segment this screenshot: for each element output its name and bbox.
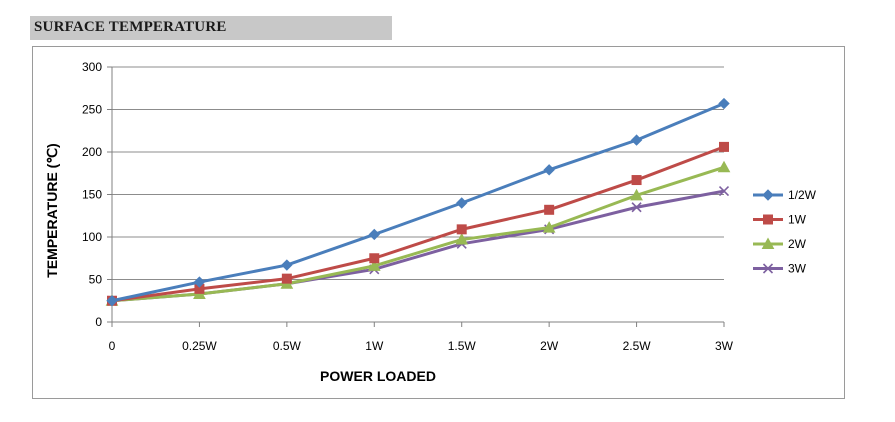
legend-label: 1/2W: [788, 188, 817, 202]
legend-item: 3W: [753, 262, 807, 276]
series-group: [105, 97, 731, 307]
data-point: [544, 204, 555, 215]
x-tick-label: 0.25W: [182, 339, 217, 353]
data-point: [631, 175, 642, 186]
x-tick-label: 2W: [540, 339, 559, 353]
x-tick-label: 0.5W: [273, 339, 302, 353]
data-point: [281, 273, 292, 284]
marker-stroke: [762, 263, 774, 274]
legend-label: 1W: [788, 213, 807, 227]
y-tick-label: 50: [89, 273, 103, 287]
y-tick-label: 200: [82, 145, 102, 159]
data-point: [542, 221, 556, 233]
data-point: [543, 164, 555, 176]
y-tick-label: 150: [82, 188, 102, 202]
series-line: [111, 145, 725, 303]
data-point: [456, 197, 468, 209]
x-tick-label: 1W: [365, 339, 384, 353]
axes: [107, 66, 725, 327]
series-1w: [107, 141, 729, 306]
x-tick-labels: 0 0.25W 0.5W 1W 1.5W 2W 2.5W 3W: [109, 339, 734, 353]
data-point: [367, 259, 381, 271]
data-point: [193, 276, 206, 288]
legend-label: 3W: [788, 262, 807, 276]
x-tick-label: 0: [109, 339, 116, 353]
x-tick-label: 2.5W: [623, 339, 652, 353]
data-point: [718, 97, 730, 110]
legend-marker: [761, 237, 775, 249]
data-point: [718, 186, 730, 197]
data-point: [369, 253, 380, 264]
chart-frame: [32, 46, 845, 399]
legend: 1/2W 1W 2W 3W: [753, 188, 817, 276]
data-point: [456, 224, 467, 235]
legend-label: 2W: [788, 237, 807, 251]
data-point: [281, 259, 293, 271]
legend-marker: [763, 214, 773, 225]
legend-item: 2W: [753, 237, 807, 251]
series-line: [111, 102, 725, 303]
legend-marker: [762, 263, 774, 274]
title-bar: [30, 16, 392, 40]
gridlines: [112, 66, 724, 280]
legend-item: 1W: [753, 213, 807, 227]
y-tick-label: 0: [95, 315, 102, 329]
data-point: [106, 295, 118, 307]
marker-stroke: [631, 202, 642, 213]
y-tick-label: 250: [82, 103, 102, 117]
x-tick-label: 3W: [715, 339, 734, 353]
y-axis-title: TEMPERATURE (℃): [44, 143, 60, 277]
data-point: [717, 160, 731, 173]
data-point: [719, 141, 729, 152]
y-tick-label: 300: [82, 60, 102, 74]
marker-stroke: [718, 186, 730, 197]
series-1-2w: [106, 97, 730, 307]
page-title: SURFACE TEMPERATURE: [34, 19, 227, 35]
series-line: [111, 165, 725, 303]
y-tick-labels: 0 50 100 150 200 250 300: [82, 60, 102, 329]
data-point: [630, 134, 643, 146]
y-tick-label: 100: [82, 230, 102, 244]
data-point: [630, 188, 643, 201]
legend-marker: [762, 189, 774, 201]
data-point: [631, 202, 642, 213]
x-axis-title: POWER LOADED: [320, 368, 436, 384]
x-tick-label: 1.5W: [448, 339, 477, 353]
legend-item: 1/2W: [753, 188, 817, 202]
data-point: [368, 228, 380, 241]
data-point: [455, 233, 469, 245]
